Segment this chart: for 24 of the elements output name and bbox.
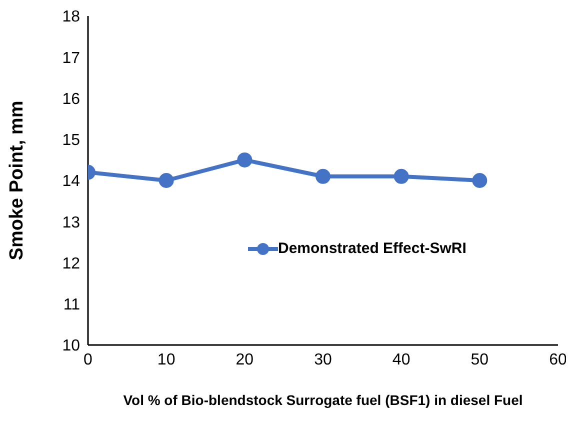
point — [158, 173, 174, 188]
y-tick-label: 18 — [62, 8, 80, 26]
y-tick-label: 13 — [62, 214, 80, 232]
x-tick-label: 0 — [84, 351, 93, 368]
x-tick-label: 40 — [392, 351, 410, 368]
y-tick-label: 10 — [62, 338, 80, 355]
y-tick-label: 14 — [62, 173, 80, 190]
y-tick-label: 16 — [62, 90, 80, 108]
point — [394, 168, 409, 184]
point — [472, 173, 488, 188]
y-tick-label: 17 — [62, 50, 80, 67]
y-tick-label: 12 — [62, 255, 80, 272]
y-axis-title: Smoke Point, mm — [6, 100, 28, 260]
x-tick-label: 10 — [157, 351, 176, 368]
y-tick-label: 11 — [63, 296, 80, 314]
point — [237, 152, 252, 168]
x-tick-label: 50 — [470, 351, 489, 368]
x-tick-label: 20 — [236, 351, 254, 368]
point — [316, 168, 330, 184]
x-axis-title: Vol % of Bio-blendstock Surrogate fuel (BSF1) in diesel Fuel — [123, 392, 523, 408]
x-tick-label: 60 — [549, 351, 567, 368]
legend-label: Demonstrated Effect-SwRI — [278, 240, 466, 257]
x-tick-label: 30 — [314, 351, 332, 368]
y-tick-label: 15 — [62, 132, 80, 150]
